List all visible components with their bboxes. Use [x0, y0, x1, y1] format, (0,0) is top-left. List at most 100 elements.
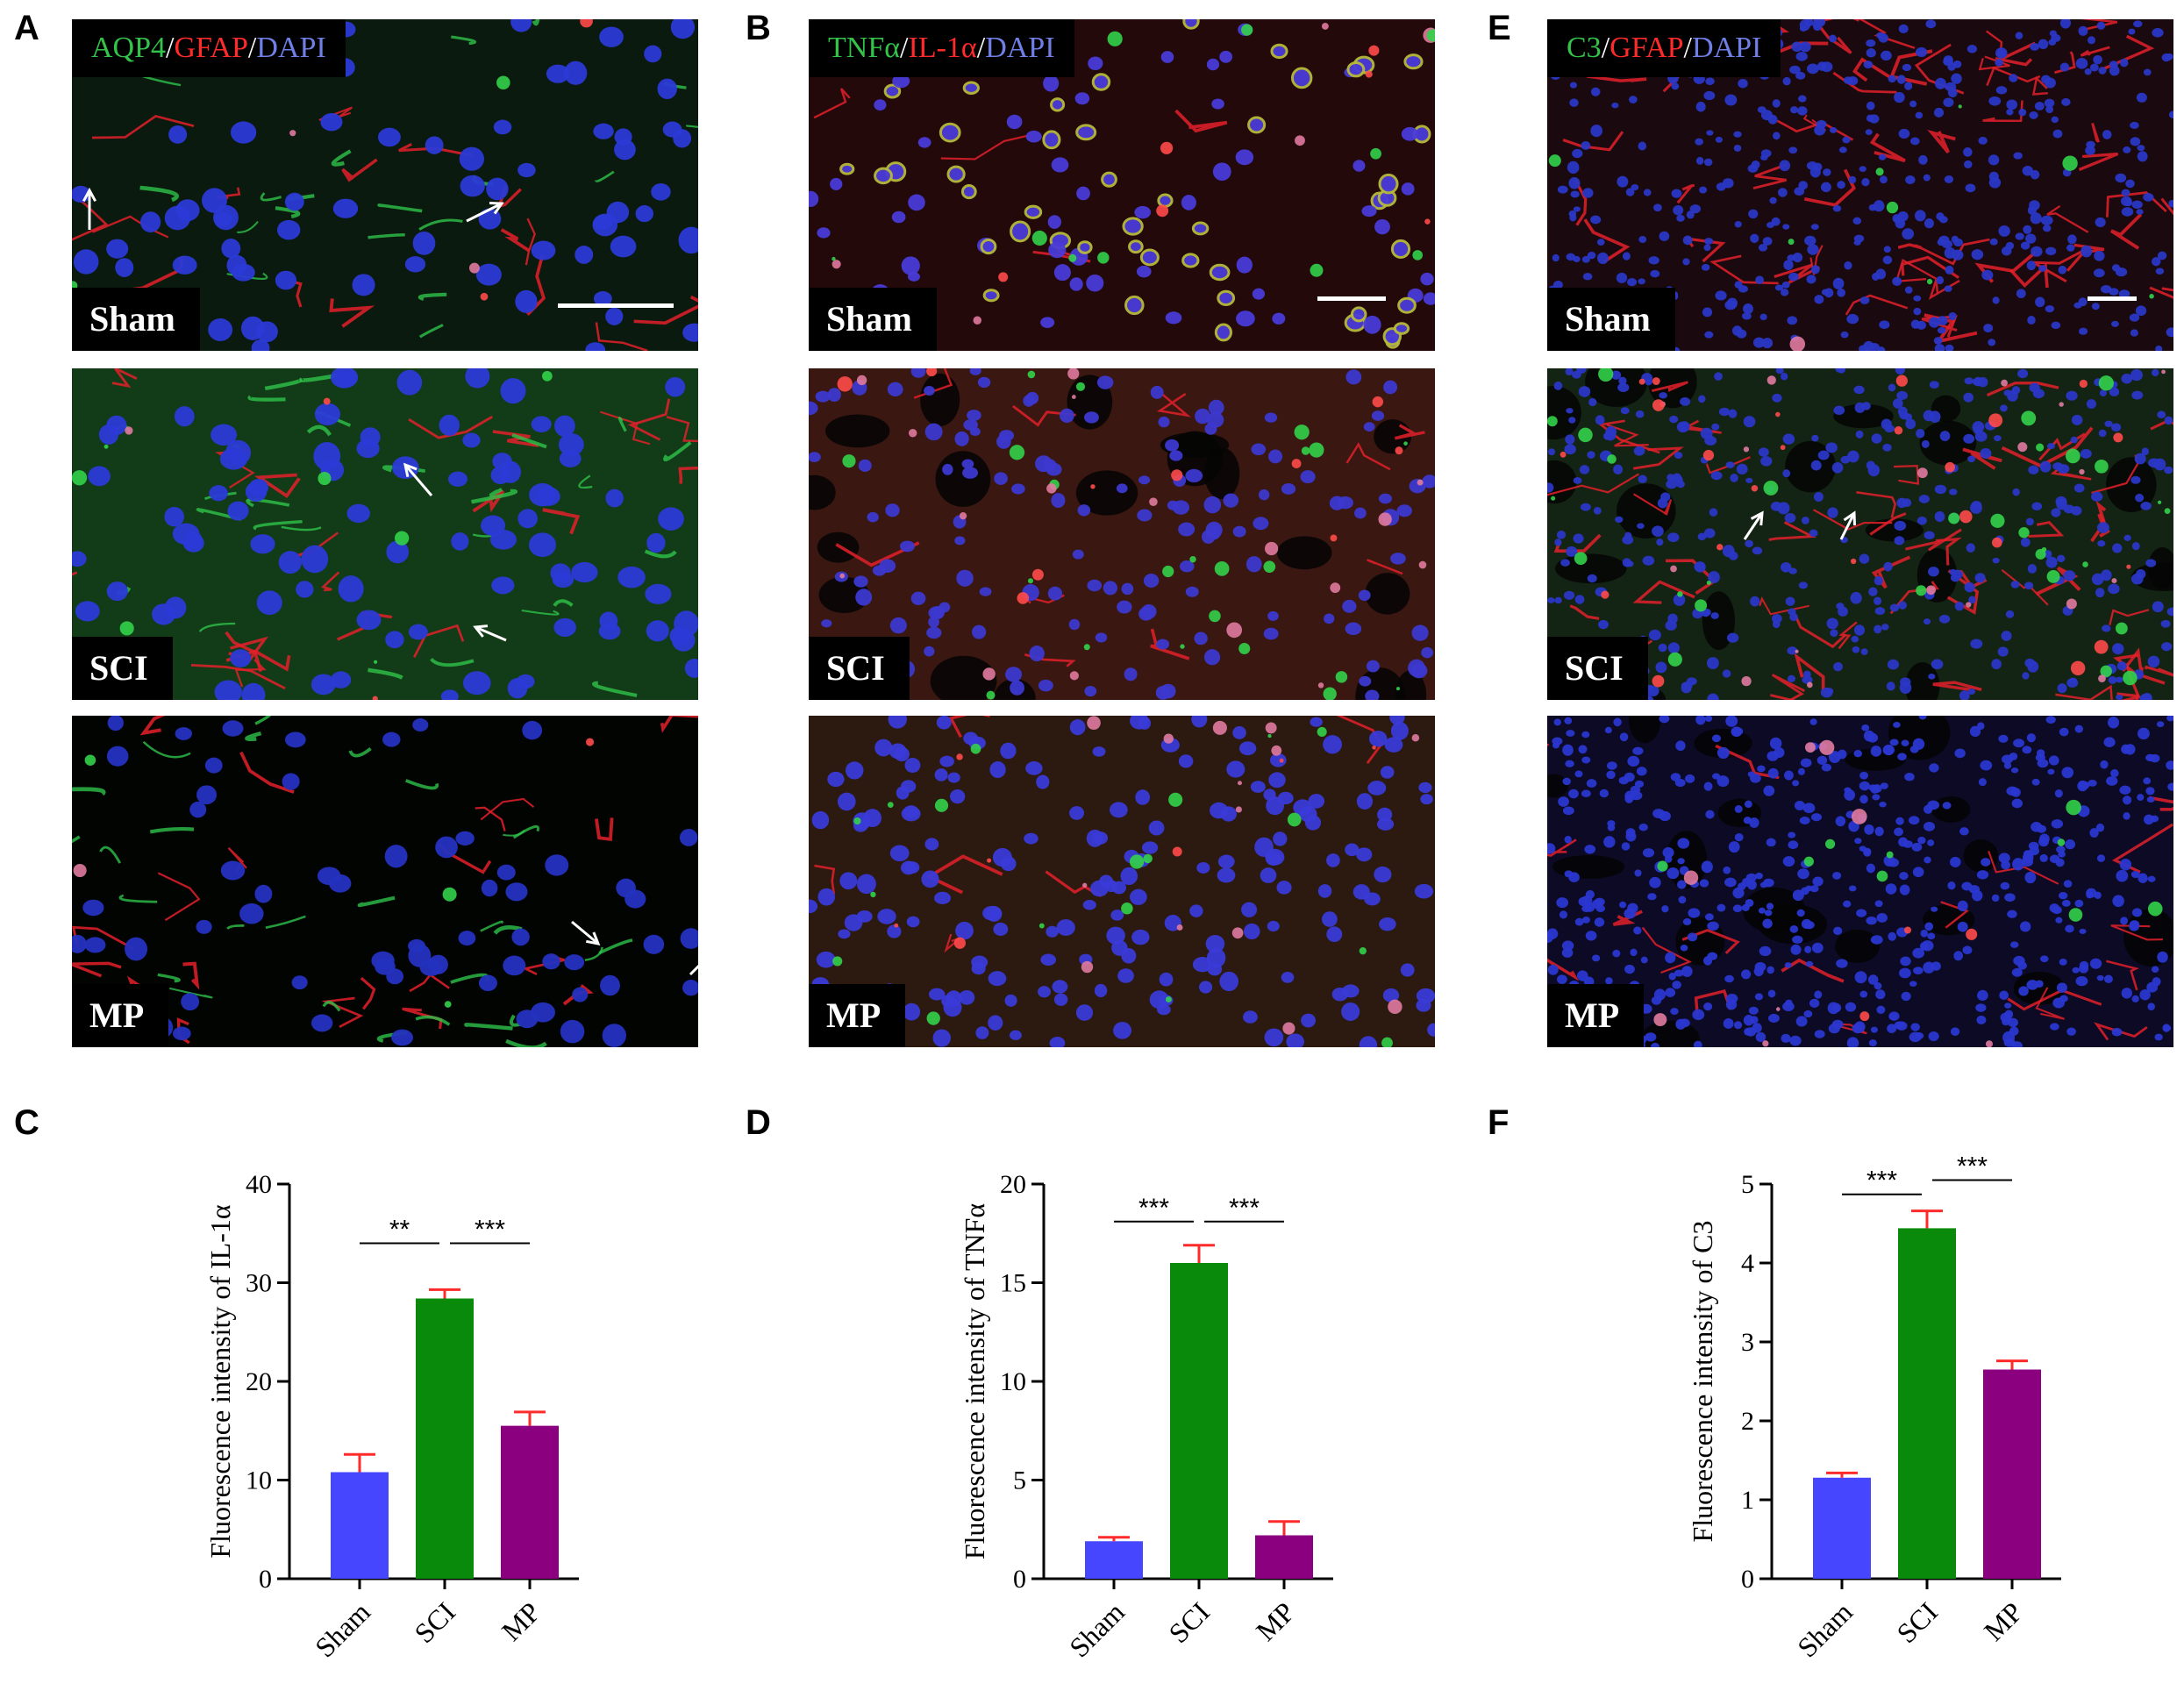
arrow-icon [403, 462, 433, 496]
channel-legend: AQP4/GFAP/DAPI [72, 19, 346, 77]
micrograph-e-sham: C3/GFAP/DAPI Sham [1547, 19, 2173, 351]
bar-mp [501, 1425, 559, 1579]
group-label: Sham [1547, 288, 1675, 351]
y-axis-label: Fluorescence intensity of TNFα [959, 1203, 990, 1560]
x-tick-label: SCI [1162, 1595, 1216, 1649]
panel-label-e: E [1488, 9, 1511, 47]
group-label: MP [809, 984, 906, 1047]
tissue-image [1547, 716, 2173, 1047]
panel-label-a: A [14, 9, 39, 47]
channel-label: / [166, 32, 175, 64]
significance-label: *** [1229, 1194, 1260, 1223]
channel-label: IL-1α [908, 32, 977, 64]
arrow-icon [571, 920, 601, 946]
channel-label: TNFα [828, 32, 901, 64]
group-label: Sham [809, 288, 937, 351]
y-tick-label: 20 [1000, 1170, 1026, 1199]
y-tick-label: 20 [246, 1367, 272, 1396]
micrograph-b-sci: SCI [809, 368, 1435, 700]
channel-legend: TNFα/IL-1α/DAPI [809, 19, 1074, 77]
channel-label: DAPI [1692, 32, 1762, 64]
bar-mp [1983, 1369, 2041, 1579]
group-label: SCI [1547, 637, 1648, 700]
micrograph-e-sci: SCI [1547, 368, 2173, 700]
x-tick-label: Sham [1063, 1595, 1131, 1663]
panel-label-f: F [1488, 1103, 1510, 1142]
arrow-icon [1839, 510, 1857, 540]
significance-label: *** [1866, 1167, 1897, 1195]
scale-bar [1317, 296, 1386, 301]
micrograph-a-sci: SCI [72, 368, 698, 700]
channel-label: / [247, 32, 257, 64]
channel-label: / [900, 32, 909, 64]
tissue-image [1547, 368, 2173, 700]
significance-label: *** [1957, 1152, 1988, 1181]
y-tick-label: 40 [246, 1170, 272, 1199]
y-axis-label: Fluorescence intensity of IL-1α [204, 1204, 236, 1559]
micrograph-a-mp: MP [72, 716, 698, 1047]
panel-label-c: C [14, 1103, 39, 1142]
group-label: MP [1547, 984, 1645, 1047]
channel-label: DAPI [985, 32, 1055, 64]
chart-f: 0 1 2 3 4 5 Fluorescence intensity of C3 Sham SC… [1640, 1140, 2096, 1684]
channel-label: GFAP [174, 32, 248, 64]
significance-label: ** [389, 1216, 410, 1245]
arrow-icon [689, 964, 698, 976]
y-tick-label: 0 [1741, 1565, 1754, 1594]
y-tick-label: 30 [246, 1269, 272, 1298]
bar-sci [1898, 1228, 1956, 1579]
scale-bar [2088, 296, 2137, 301]
channel-label: DAPI [256, 32, 326, 64]
x-tick-label: MP [1978, 1595, 2029, 1646]
channel-label: C3 [1567, 32, 1602, 64]
bar-sci [1170, 1263, 1228, 1579]
channel-label: / [1683, 32, 1692, 64]
x-tick-label: MP [496, 1595, 546, 1646]
y-tick-label: 3 [1741, 1328, 1754, 1357]
y-tick-label: 0 [1013, 1565, 1026, 1594]
y-tick-label: 2 [1741, 1407, 1754, 1436]
chart-c: 0 10 20 30 40 Fluorescence intensity of IL-1α… [158, 1140, 614, 1684]
channel-label: / [1601, 32, 1610, 64]
group-label: Sham [72, 288, 200, 351]
y-tick-label: 10 [1000, 1367, 1026, 1396]
channel-label: AQP4 [91, 32, 167, 64]
channel-label: GFAP [1609, 32, 1684, 64]
micrograph-e-mp: MP [1547, 716, 2173, 1047]
group-label: MP [72, 984, 169, 1047]
y-tick-label: 1 [1741, 1486, 1754, 1515]
bar-sham [331, 1472, 389, 1579]
group-label: SCI [809, 637, 910, 700]
micrograph-b-mp: MP [809, 716, 1435, 1047]
group-label: SCI [72, 637, 173, 700]
y-tick-label: 5 [1013, 1466, 1026, 1495]
y-axis-label: Fluorescence intensity of C3 [1687, 1220, 1718, 1542]
channel-label: / [976, 32, 986, 64]
x-tick-label: Sham [309, 1595, 376, 1663]
significance-label: *** [1138, 1194, 1169, 1223]
significance-label: *** [475, 1216, 505, 1245]
arrow-icon [1743, 510, 1764, 540]
micrograph-b-sham: TNFα/IL-1α/DAPI Sham [809, 19, 1435, 351]
tissue-image [72, 716, 698, 1047]
micrograph-a-sham: AQP4/GFAP/DAPI Sham [72, 19, 698, 351]
y-tick-label: 0 [259, 1565, 272, 1594]
panel-label-d: D [746, 1103, 771, 1142]
arrow-icon [466, 201, 504, 223]
y-tick-label: 10 [246, 1466, 272, 1495]
x-tick-label: Sham [1791, 1595, 1859, 1663]
scale-bar [558, 303, 674, 308]
chart-d: 0 5 10 15 20 Fluorescence intensity of TNFα Sh… [912, 1140, 1368, 1684]
x-tick-label: MP [1250, 1595, 1301, 1646]
y-tick-label: 5 [1741, 1170, 1754, 1199]
bar-sham [1085, 1541, 1143, 1579]
bar-mp [1255, 1535, 1313, 1579]
tissue-image [809, 716, 1435, 1047]
y-tick-label: 4 [1741, 1249, 1754, 1278]
tissue-image [809, 368, 1435, 700]
arrow-icon [473, 624, 507, 642]
bar-sham [1813, 1477, 1871, 1579]
channel-legend: C3/GFAP/DAPI [1547, 19, 1781, 77]
y-tick-label: 15 [1000, 1269, 1026, 1298]
x-tick-label: SCI [1890, 1595, 1944, 1649]
